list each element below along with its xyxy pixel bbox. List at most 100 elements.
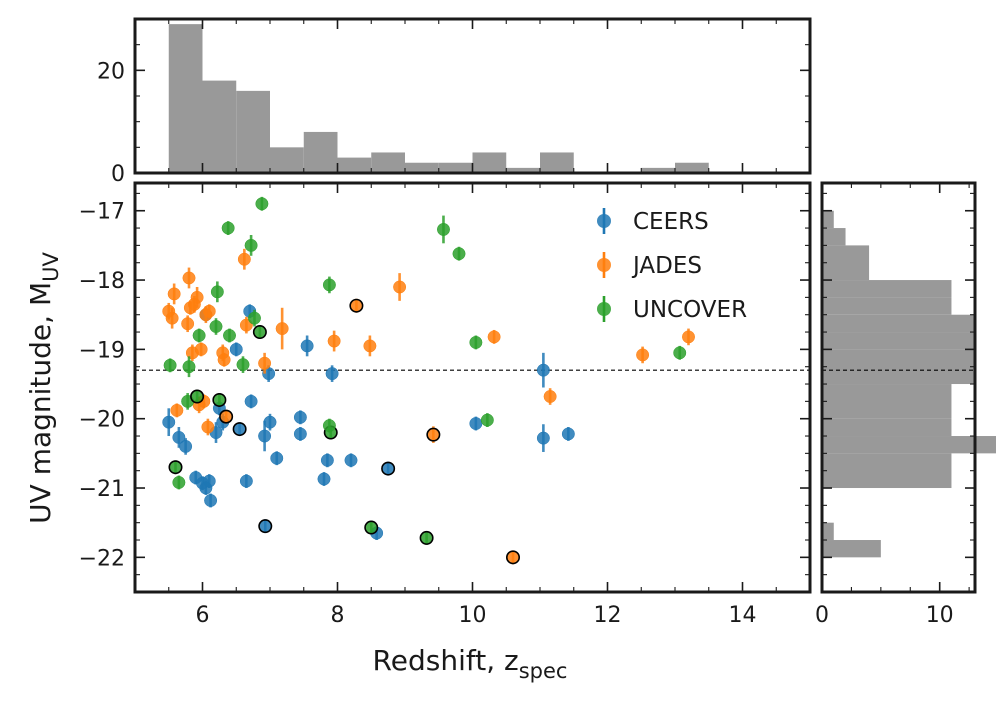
data-point [212, 392, 227, 407]
data-point [209, 320, 223, 333]
hist-bar [822, 522, 834, 541]
data-point [636, 348, 650, 362]
data-point [469, 335, 483, 349]
data-point [437, 222, 450, 236]
data-point [487, 330, 501, 344]
data-point [364, 520, 379, 535]
legend-marker [597, 258, 611, 272]
hist-bar [822, 418, 952, 437]
y-tick-label: −18 [79, 269, 125, 294]
data-point [202, 474, 216, 488]
data-point [317, 472, 331, 486]
hist-bar [822, 436, 996, 454]
hist-bar [822, 332, 975, 350]
data-point [181, 317, 195, 331]
legend-label: JADES [631, 253, 702, 279]
hist-bar [270, 147, 304, 173]
data-point [536, 363, 550, 377]
y-tick-label: −20 [79, 408, 125, 433]
data-point [393, 280, 407, 294]
x-tick-label: 14 [729, 603, 757, 628]
hist-bar [822, 245, 870, 281]
data-point [505, 550, 520, 565]
data-point [255, 197, 269, 211]
data-point [325, 367, 339, 381]
data-point [258, 356, 272, 370]
data-point [182, 360, 196, 374]
y-tick-label: −17 [79, 200, 125, 225]
data-point [543, 390, 557, 403]
x-tick-label: 0 [815, 603, 829, 628]
data-point [202, 304, 216, 318]
data-point [244, 238, 258, 252]
hist-bar [540, 152, 574, 173]
legend-marker [597, 302, 611, 316]
hist-bar [438, 162, 473, 173]
data-point [201, 420, 215, 434]
hist-bar [472, 152, 507, 173]
hist-bar [405, 162, 439, 173]
data-point [204, 494, 218, 507]
data-point [210, 285, 224, 299]
legend-label: UNCOVER [633, 297, 747, 323]
x-tick-label: 10 [459, 603, 487, 628]
hist-bar [822, 210, 834, 229]
data-point [219, 409, 234, 424]
hist-bar [822, 349, 975, 385]
data-point [248, 311, 261, 325]
y-tick-label: −21 [79, 477, 125, 502]
top-histogram-panel: 0 20 [97, 17, 812, 187]
data-point [480, 413, 494, 427]
data-point [190, 389, 205, 404]
data-point [344, 453, 358, 467]
main-axes-frame [133, 181, 812, 594]
hist-bar [371, 152, 405, 173]
data-point [163, 358, 177, 372]
data-point [275, 322, 289, 336]
hist-bar [822, 314, 975, 333]
data-point [239, 474, 253, 488]
hist-bar [822, 297, 952, 315]
data-point [232, 422, 247, 437]
data-point [561, 427, 575, 441]
top-axes-frame [133, 17, 812, 175]
hist-bar [822, 384, 952, 419]
data-point [172, 430, 186, 444]
right-histogram-panel: 0 10 [815, 181, 996, 628]
hist-bar [303, 131, 338, 173]
main-scatter-panel: 6 8 10 12 14 −17 −18 −19 −20 −21 −22 CEERS JADES UNCO… [79, 181, 812, 628]
y-tick-label: −22 [79, 546, 125, 571]
legend-label: CEERS [633, 209, 709, 235]
data-point [293, 410, 307, 424]
data-point [263, 415, 277, 429]
hist-bar [822, 228, 846, 246]
hist-bar [822, 540, 881, 558]
x-tick-label: 8 [331, 603, 345, 628]
data-point [244, 394, 258, 408]
data-point [179, 439, 193, 453]
legend-marker [597, 214, 611, 228]
data-point [182, 271, 196, 285]
data-point [162, 415, 176, 429]
hist-bar [236, 90, 270, 173]
data-point [320, 453, 334, 467]
data-point [258, 519, 273, 534]
data-point [190, 290, 204, 304]
data-point [237, 252, 251, 266]
y-tick-label: −19 [79, 338, 125, 363]
legend: CEERS JADES UNCOVER [597, 208, 747, 323]
x-axis-label-subscript: spec [519, 659, 568, 683]
series-jades [162, 248, 695, 565]
data-point [673, 346, 687, 360]
series-uncover [163, 196, 687, 545]
x-tick-label: 6 [196, 603, 210, 628]
hist-bar [337, 157, 372, 173]
data-point [168, 460, 183, 475]
y-axis-label-subscript: UV [39, 252, 63, 282]
data-point [419, 530, 434, 545]
data-point [236, 358, 250, 372]
data-point [194, 342, 208, 356]
right-axes-frame [820, 181, 977, 594]
data-point [536, 431, 550, 445]
